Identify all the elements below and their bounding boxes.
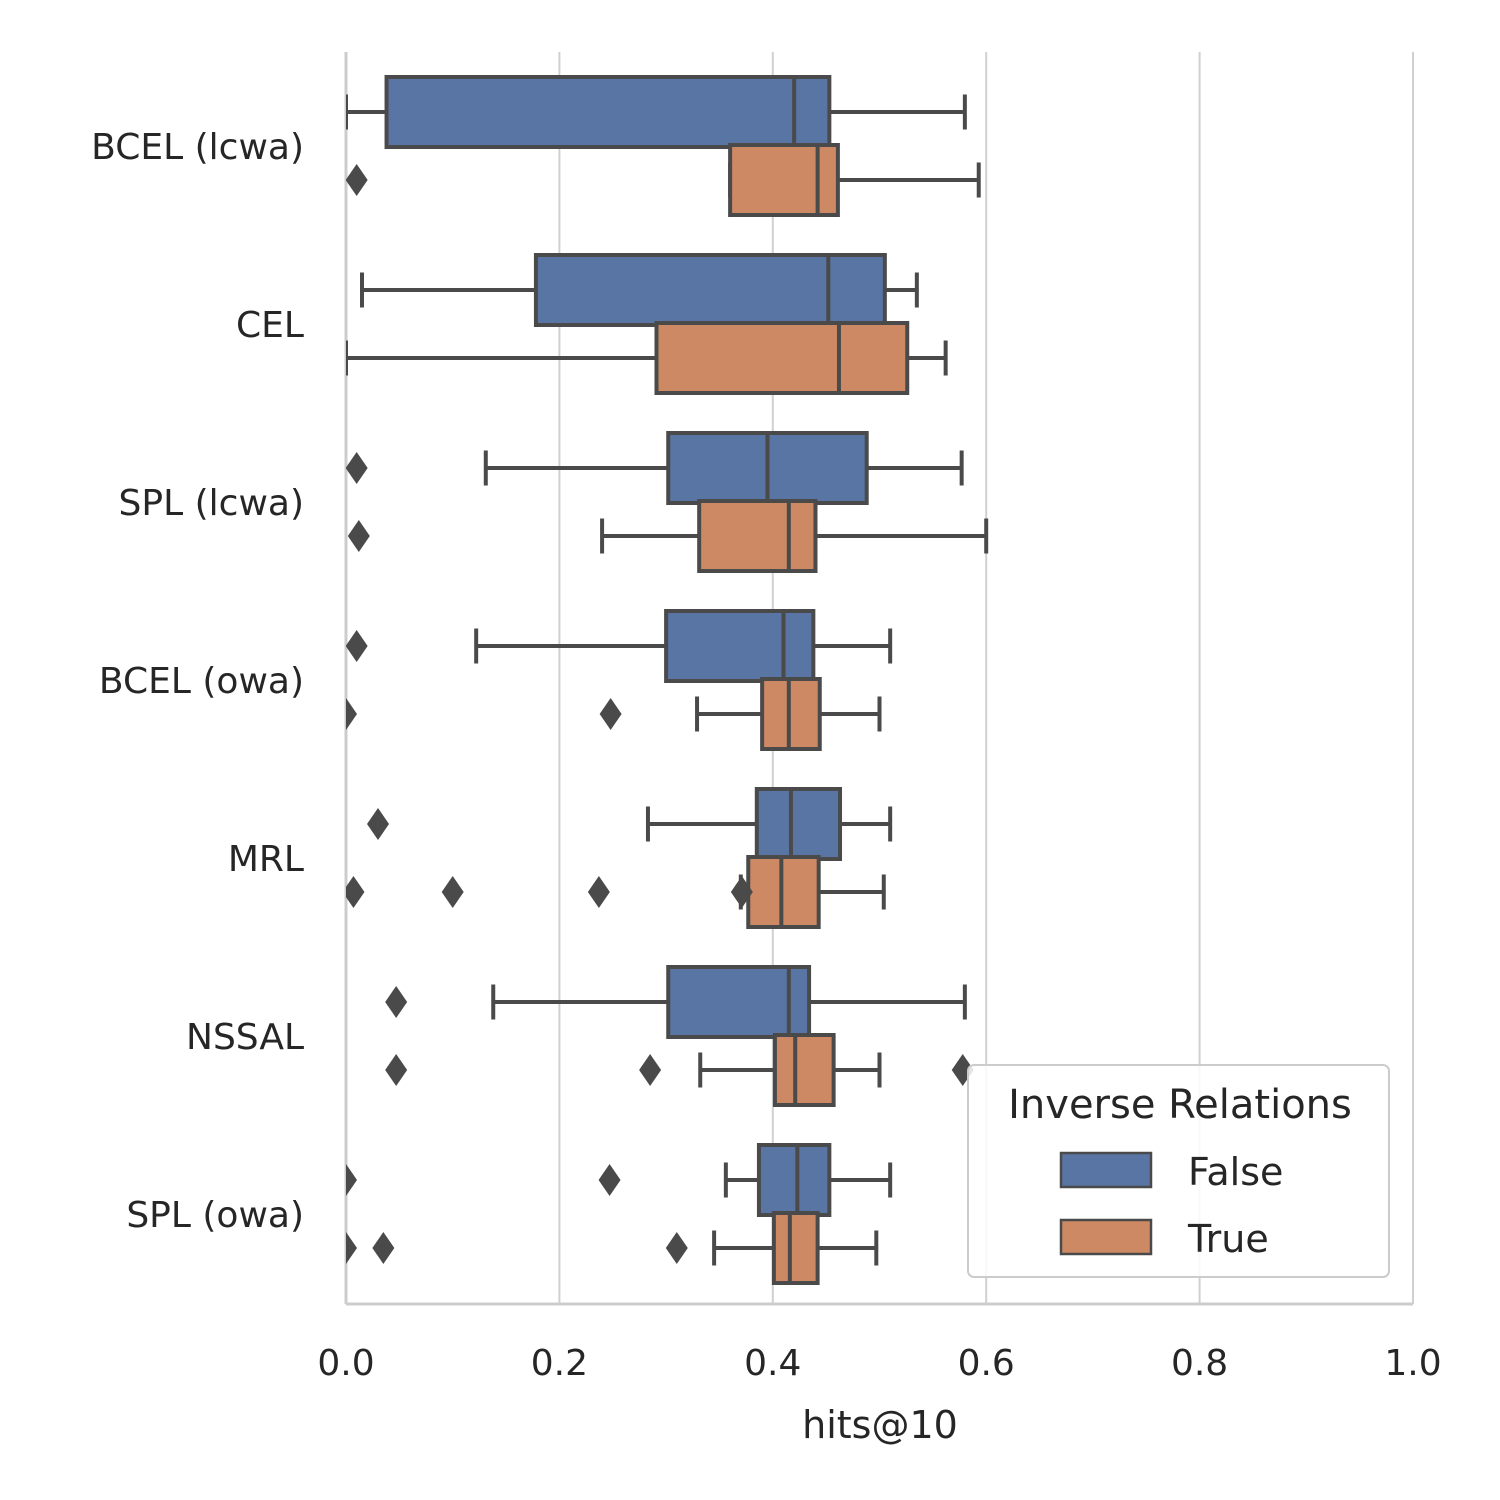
outlier-marker xyxy=(665,1232,688,1264)
outlier-marker xyxy=(441,876,464,908)
outlier-marker xyxy=(346,1232,357,1264)
category-label: MRL xyxy=(228,839,304,880)
outlier-marker xyxy=(587,876,610,908)
outlier-marker xyxy=(346,698,357,730)
category-label: BCEL (lcwa) xyxy=(91,127,304,168)
box-group xyxy=(346,609,893,683)
box-group xyxy=(346,1143,893,1217)
box-group xyxy=(346,431,964,505)
x-tick-label: 0.2 xyxy=(531,1343,588,1384)
outlier-marker xyxy=(346,164,368,196)
box-group xyxy=(346,143,981,217)
outlier-marker xyxy=(346,876,365,908)
x-tick-label: 0.4 xyxy=(744,1343,801,1384)
x-tick-label: 1.0 xyxy=(1384,1343,1441,1384)
box-iqr xyxy=(666,965,812,1039)
box-iqr xyxy=(384,75,832,149)
box-group xyxy=(367,787,893,861)
box-group xyxy=(346,321,948,395)
box-iqr xyxy=(760,677,822,751)
x-tick-label: 0.8 xyxy=(1171,1343,1228,1384)
x-tick-label: 0.0 xyxy=(317,1343,374,1384)
box-group xyxy=(346,677,882,751)
outlier-marker xyxy=(730,876,753,908)
axis-spines xyxy=(344,52,1413,1306)
box-iqr xyxy=(756,1143,832,1217)
x-tick-label: 0.6 xyxy=(958,1343,1015,1384)
box-iqr xyxy=(728,143,840,217)
box-iqr xyxy=(664,609,816,683)
legend-label-false: False xyxy=(1188,1150,1283,1194)
box-iqr xyxy=(772,1033,836,1107)
legend: Inverse Relations False True xyxy=(967,1064,1390,1278)
legend-swatch-true xyxy=(1059,1218,1153,1256)
box-iqr xyxy=(697,499,818,573)
box-iqr xyxy=(754,787,843,861)
category-label: BCEL (owa) xyxy=(99,661,304,702)
outlier-marker xyxy=(346,1164,357,1196)
outlier-marker xyxy=(385,1054,408,1086)
outlier-marker xyxy=(367,808,390,840)
category-label: CEL xyxy=(236,305,304,346)
box-group xyxy=(360,253,919,327)
box-iqr xyxy=(533,253,887,327)
box-group xyxy=(346,1211,879,1285)
legend-swatch-false xyxy=(1059,1151,1153,1189)
box-groups xyxy=(346,75,989,1285)
box-iqr xyxy=(654,321,910,395)
legend-title: Inverse Relations xyxy=(1008,1082,1352,1128)
outlier-marker xyxy=(599,698,622,730)
box-iqr xyxy=(771,1211,820,1285)
category-labels: BCEL (lcwa) CEL SPL (lcwa) BCEL (owa) MRL NSS… xyxy=(91,127,304,1236)
outlier-marker xyxy=(346,630,368,662)
box-group xyxy=(346,75,967,149)
outlier-marker xyxy=(346,452,368,484)
outlier-marker xyxy=(347,520,370,552)
box-group xyxy=(346,855,886,929)
x-tick-labels: 0.0 0.2 0.4 0.6 0.8 1.0 xyxy=(317,1343,1441,1384)
category-label: NSSAL xyxy=(186,1017,304,1058)
outlier-marker xyxy=(385,986,408,1018)
box-group xyxy=(385,1033,974,1107)
category-label: SPL (lcwa) xyxy=(119,483,304,524)
box-group xyxy=(385,965,967,1039)
outlier-marker xyxy=(598,1164,621,1196)
box-group xyxy=(347,499,989,573)
legend-label-true: True xyxy=(1187,1217,1269,1261)
outlier-marker xyxy=(639,1054,662,1086)
box-iqr xyxy=(746,855,821,929)
category-label: SPL (owa) xyxy=(126,1195,304,1236)
outlier-marker xyxy=(372,1232,395,1264)
x-axis-label: hits@10 xyxy=(802,1403,958,1447)
